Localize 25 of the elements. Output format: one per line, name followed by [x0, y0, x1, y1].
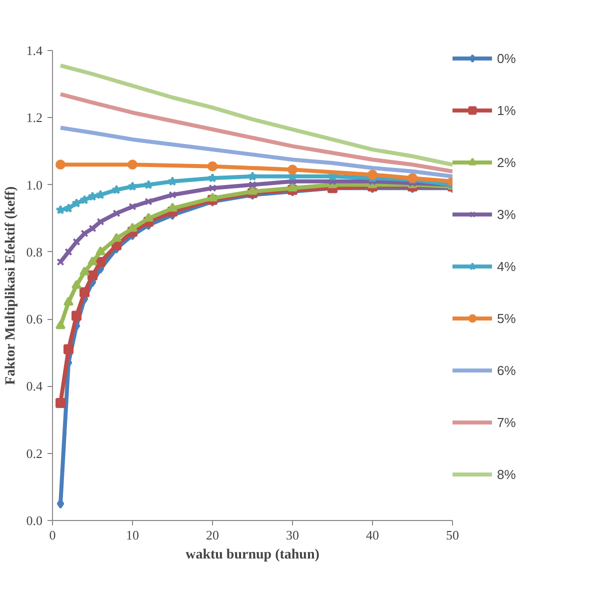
y-tick-label: 0.4 — [26, 378, 43, 394]
x-tick-label: 20 — [206, 528, 219, 542]
x-tick-label: 40 — [366, 528, 379, 542]
legend-label: 1% — [497, 102, 517, 118]
legend-label: 8% — [497, 466, 517, 482]
legend-label: 0% — [497, 50, 517, 66]
legend-label: 3% — [497, 206, 517, 222]
y-tick-label: 0.8 — [26, 244, 42, 260]
y-axis-title: Faktor Multiplikasi Efektif (keff) — [3, 186, 18, 385]
legend-label: 7% — [497, 414, 517, 430]
legend-label: 5% — [497, 310, 517, 326]
y-tick-label: 1.0 — [26, 177, 42, 192]
x-tick-label: 30 — [286, 528, 299, 542]
y-tick-label: 1.2 — [26, 110, 42, 126]
legend-label: 6% — [497, 362, 517, 378]
y-tick-label: 0.0 — [26, 513, 42, 528]
y-tick-label: 0.6 — [26, 312, 43, 327]
x-tick-label: 10 — [126, 528, 139, 542]
x-tick-label: 0 — [49, 528, 56, 542]
y-tick-label: 0.2 — [26, 446, 42, 461]
x-tick-label: 50 — [446, 528, 459, 542]
y-tick-label: 1.4 — [26, 43, 43, 58]
legend-label: 2% — [497, 154, 517, 170]
legend-label: 4% — [497, 258, 517, 274]
x-axis-title: waktu burnup (tahun) — [186, 548, 320, 562]
